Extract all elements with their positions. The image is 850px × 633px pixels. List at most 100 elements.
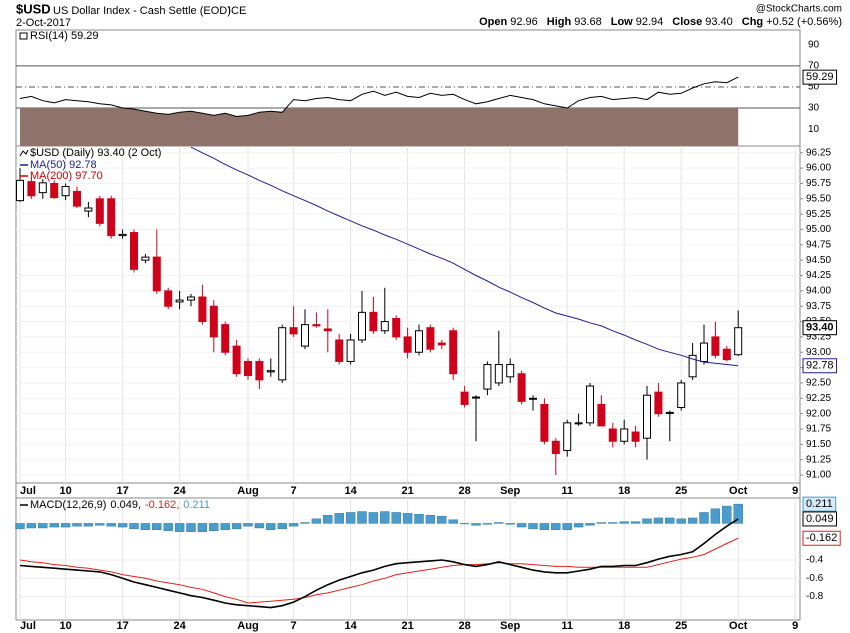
- histogram-bar: [642, 518, 652, 524]
- histogram-bar: [665, 517, 675, 524]
- candle-body: [301, 324, 309, 347]
- y-tick-label: 10: [808, 124, 820, 135]
- histogram-bar: [357, 511, 367, 524]
- x-tick-label: 18: [618, 485, 630, 497]
- candle-body: [232, 345, 241, 375]
- macd-line: [19, 518, 739, 609]
- candle-body: [403, 336, 412, 353]
- histogram-bar: [49, 523, 59, 528]
- candle-body: [27, 181, 36, 197]
- candle-body: [380, 321, 389, 332]
- y-tick-label: 91.75: [806, 424, 831, 435]
- candle-body: [517, 373, 526, 402]
- candle-body: [608, 428, 617, 442]
- candle-body: [643, 394, 651, 439]
- value-tag-box: [802, 530, 841, 546]
- histogram-bar: [83, 523, 94, 527]
- candle-body: [574, 422, 583, 425]
- y-tick-label: 50: [808, 82, 820, 93]
- histogram-bar: [596, 522, 607, 524]
- histogram-bar: [220, 523, 230, 531]
- candle-body: [415, 330, 423, 353]
- candle-body: [16, 179, 24, 202]
- histogram-bar: [528, 523, 538, 530]
- y-tick-label: 96.00: [806, 163, 831, 174]
- candle-body: [198, 296, 207, 323]
- candle-body: [586, 385, 594, 424]
- histogram-bar: [26, 523, 37, 529]
- histogram-bar: [72, 523, 82, 527]
- y-tick-label: 95.50: [806, 193, 831, 204]
- x-tick-label: 11: [561, 485, 573, 497]
- x-tick-label: 17: [116, 620, 128, 632]
- y-tick-label: 90: [808, 39, 820, 50]
- x-tick-label: Jul: [20, 485, 36, 497]
- candle-body: [529, 397, 537, 400]
- histogram-bar: [619, 521, 629, 524]
- x-tick-label: 9: [792, 485, 798, 497]
- histogram-bar: [266, 523, 276, 531]
- candle-body: [244, 360, 252, 377]
- x-tick-label: 24: [173, 485, 186, 497]
- histogram-bar: [380, 511, 390, 524]
- y-tick-label: 91.50: [806, 439, 831, 450]
- candle-body: [164, 290, 173, 307]
- histogram-bar: [277, 523, 287, 530]
- y-tick-label: -0.6: [806, 573, 824, 584]
- signal-line: [19, 537, 739, 604]
- legend-swatch: [19, 32, 28, 40]
- candle-body: [141, 256, 150, 261]
- candle-body: [358, 311, 366, 341]
- panel-legend: RSI(14) 59.29: [30, 30, 98, 42]
- x-tick-label: Sep: [500, 620, 520, 632]
- x-tick-label: Oct: [729, 620, 748, 632]
- brand: @StockCharts.com: [756, 4, 842, 15]
- panel-legend: $USD (Daily) 93.40 (2 Oct): [30, 147, 161, 159]
- candle-body: [449, 330, 458, 375]
- stat-value: 93.68: [574, 16, 602, 28]
- histogram-bar: [733, 503, 743, 524]
- candle-body: [369, 311, 378, 332]
- candle-body: [278, 327, 287, 381]
- candle-body: [700, 342, 708, 362]
- x-tick-label: Jul: [20, 620, 36, 632]
- candle-body: [688, 354, 697, 378]
- value-tag-box: [802, 511, 838, 527]
- histogram-bar: [117, 523, 128, 528]
- symbol: $USD: [16, 1, 51, 16]
- histogram-bar: [300, 522, 310, 524]
- x-tick-label: 28: [458, 620, 470, 632]
- histogram-bar: [197, 523, 208, 532]
- candle-body: [95, 198, 104, 224]
- value-tag: 93.40: [806, 322, 834, 334]
- stat-value: +0.52 (+0.56%): [766, 16, 842, 28]
- candle-body: [426, 327, 435, 350]
- histogram-bar: [254, 523, 265, 529]
- stat-value: 92.94: [636, 16, 664, 28]
- histogram-bar: [630, 521, 641, 524]
- y-tick-label: 95.75: [806, 178, 831, 189]
- candle-body: [654, 391, 663, 415]
- y-tick-label: 96.25: [806, 147, 831, 158]
- histogram-bar: [345, 512, 356, 524]
- histogram-bar: [551, 523, 561, 531]
- y-tick-label: 94.50: [806, 255, 831, 266]
- candle-body: [175, 299, 184, 303]
- x-tick-label: Sep: [500, 485, 520, 497]
- histogram-bar: [368, 512, 379, 524]
- histogram-bar: [163, 523, 173, 531]
- candle-body: [722, 348, 731, 361]
- histogram-bar: [494, 522, 504, 524]
- oversold-fill: [20, 108, 739, 146]
- candle-body: [472, 396, 480, 399]
- value-tag: 59.29: [806, 71, 834, 83]
- candle-body: [506, 364, 515, 378]
- candle-body: [335, 339, 344, 362]
- x-tick-label: 17: [116, 485, 128, 497]
- x-tick-label: 10: [59, 485, 71, 497]
- candle-body: [483, 364, 492, 390]
- histogram-bar: [448, 519, 458, 524]
- histogram-bar: [311, 518, 322, 524]
- candle-body: [551, 440, 560, 455]
